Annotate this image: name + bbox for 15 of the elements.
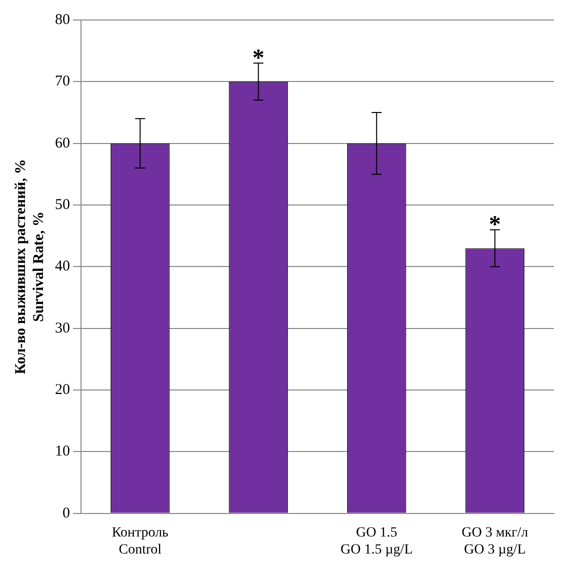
y-tick-label: 80 (55, 12, 70, 28)
y-tick-label: 40 (55, 258, 70, 275)
y-tick-label: 60 (55, 135, 70, 152)
y-tick-label: 0 (62, 505, 70, 522)
y-tick-label: 30 (55, 320, 70, 336)
x-tick-label: GO 3 мкг/л GO 3 µg/L (462, 525, 528, 558)
x-tick-label: GO 1.5 GO 1.5 µg/L (340, 525, 413, 558)
y-tick-label: 50 (55, 196, 70, 213)
data-label: * (252, 45, 264, 72)
y-tick-label: 70 (55, 74, 70, 90)
y-tick-label: 20 (55, 382, 70, 398)
y-tick-label: 10 (55, 444, 70, 460)
x-tick-label: Контроль Control (112, 525, 168, 558)
y-axis-title: Кол-во выживших растений, % Survival Rate, % (12, 159, 47, 374)
data-label: * (488, 212, 501, 238)
